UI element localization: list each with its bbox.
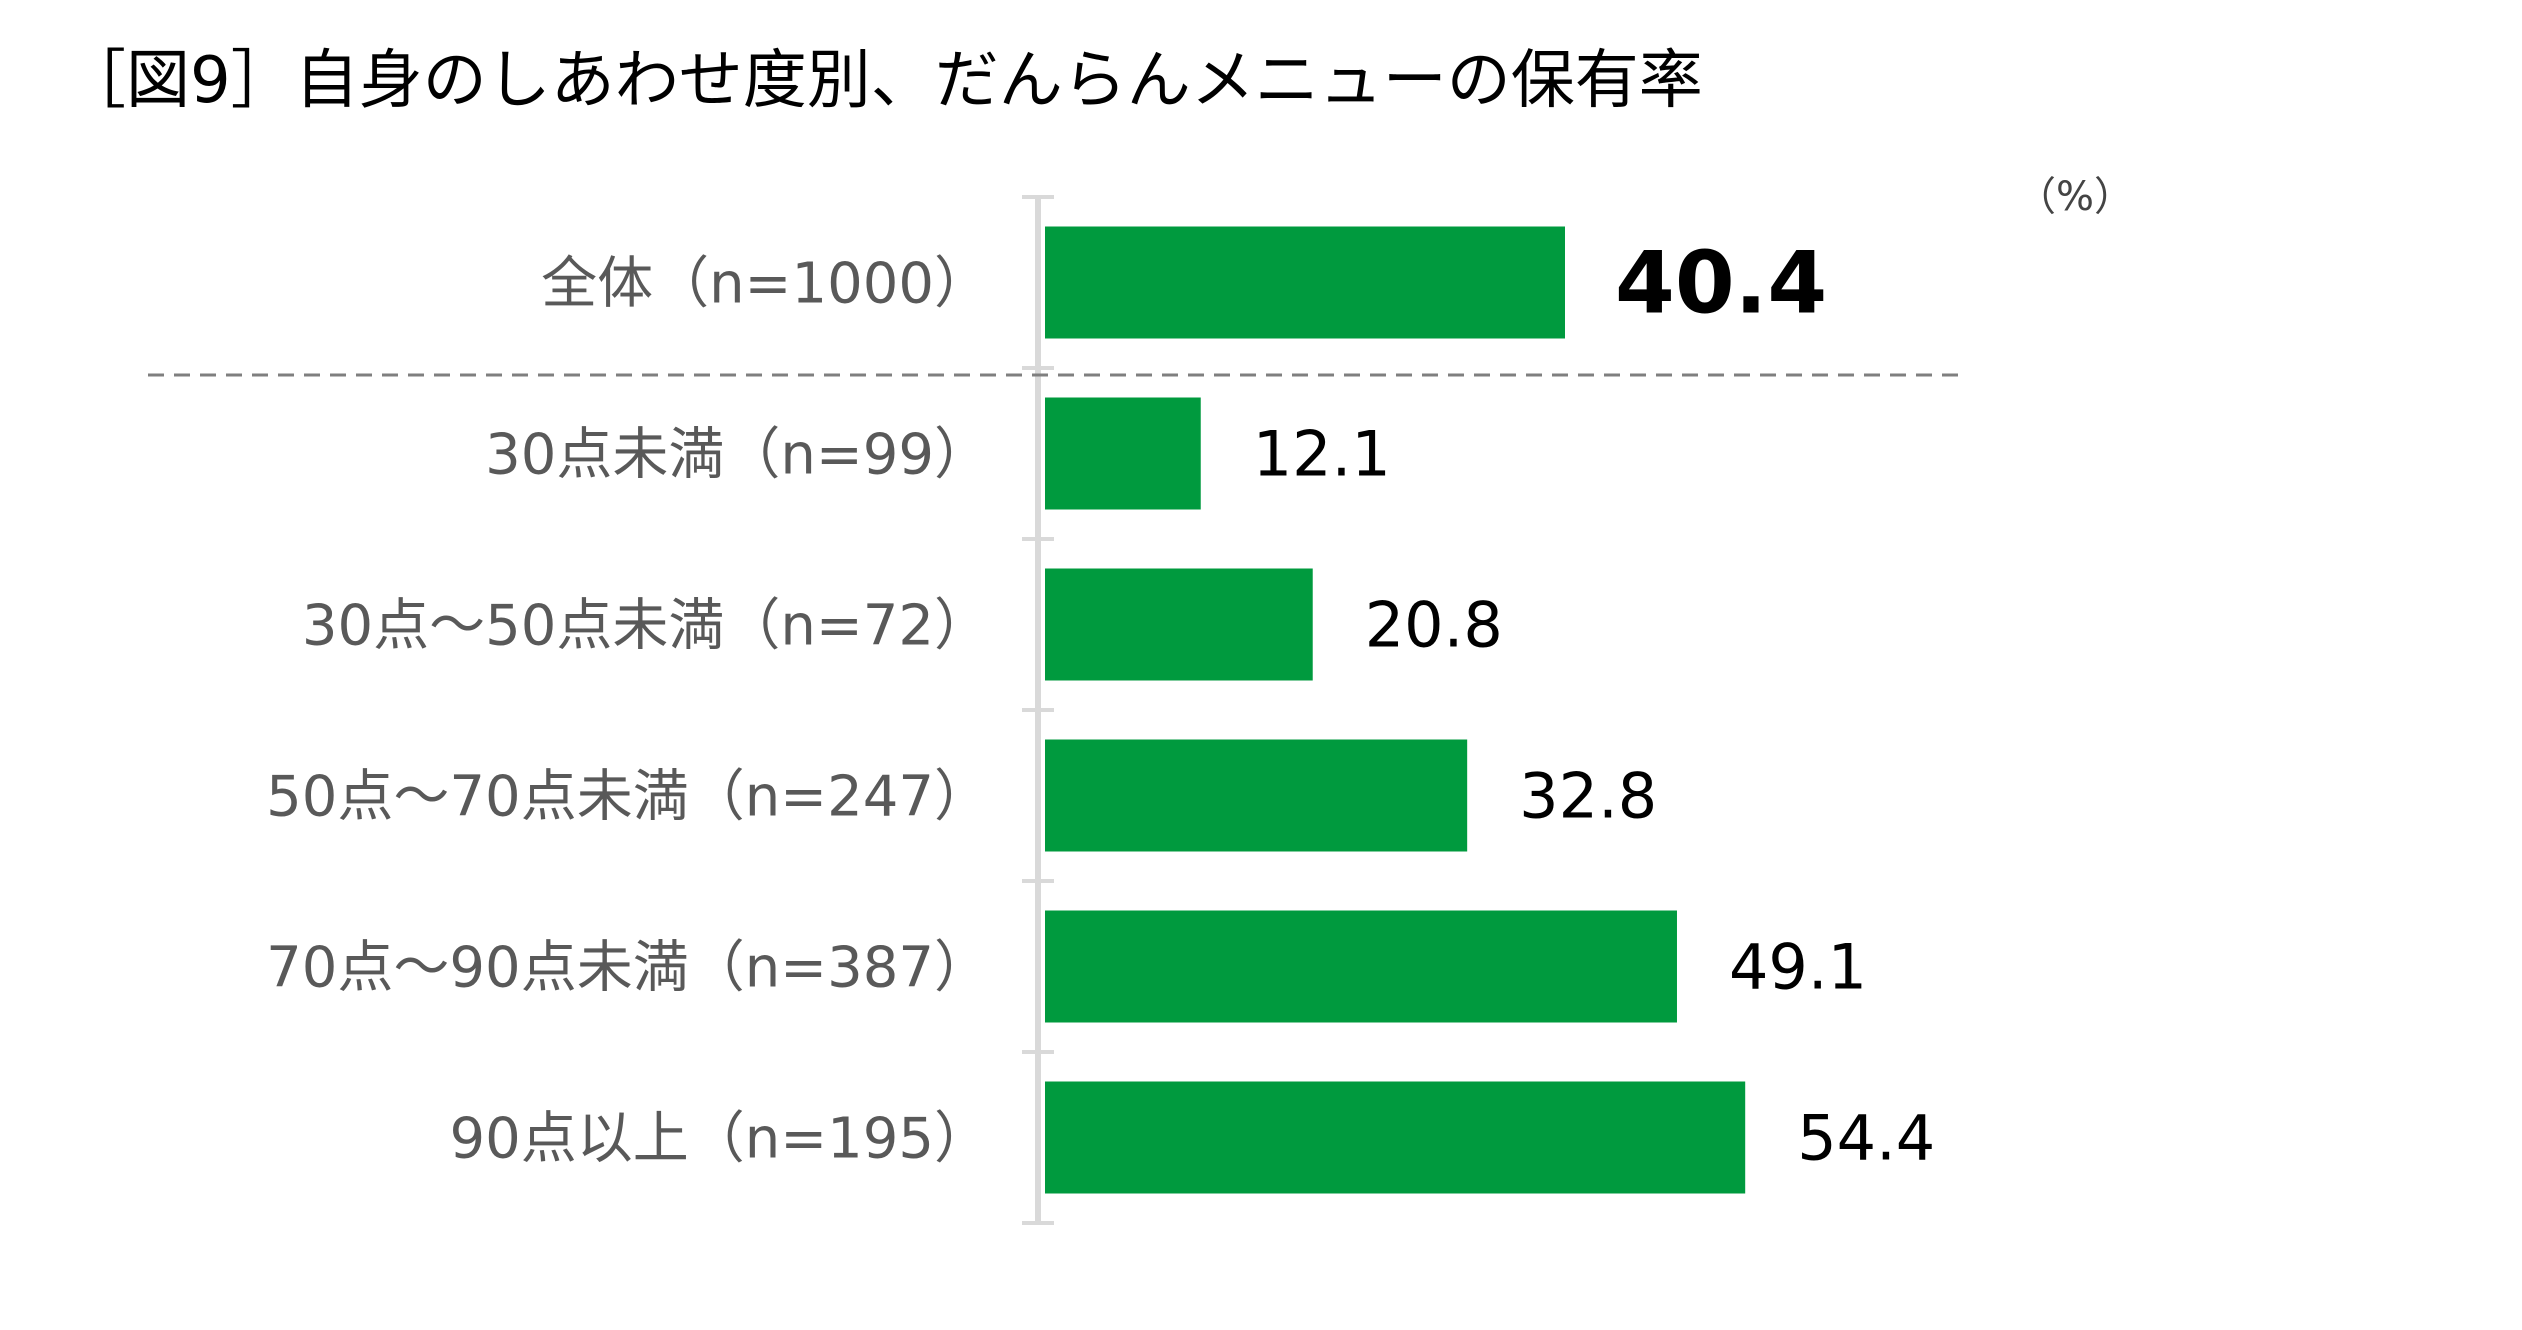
value-label: 20.8 bbox=[1365, 589, 1503, 662]
bar bbox=[1045, 397, 1201, 510]
unit-label: （%） bbox=[2016, 174, 2134, 220]
value-label: 32.8 bbox=[1519, 760, 1657, 833]
value-label: 54.4 bbox=[1797, 1102, 1935, 1175]
bar bbox=[1045, 1081, 1746, 1194]
category-label: 全体（n=1000） bbox=[541, 252, 990, 317]
bar bbox=[1045, 568, 1313, 681]
bar bbox=[1045, 910, 1677, 1023]
chart-title: ［図9］自身のしあわせ度別、だんらんメニューの保有率 bbox=[62, 44, 1703, 118]
category-label: 70点～90点未満（n=387） bbox=[266, 936, 990, 1001]
category-label: 30点未満（n=99） bbox=[485, 423, 990, 488]
value-label: 12.1 bbox=[1253, 418, 1391, 491]
bar bbox=[1045, 226, 1565, 339]
value-label: 40.4 bbox=[1615, 234, 1827, 334]
category-label: 30点～50点未満（n=72） bbox=[302, 594, 990, 659]
value-label: 49.1 bbox=[1729, 931, 1867, 1004]
bar bbox=[1045, 739, 1468, 852]
plot-area: 全体（n=1000） 40.4 30点未満（n=99） 12.1 30点～50点未満（n… bbox=[148, 195, 1968, 1225]
category-label: 50点～70点未満（n=247） bbox=[266, 765, 990, 830]
category-label: 90点以上（n=195） bbox=[449, 1107, 990, 1172]
